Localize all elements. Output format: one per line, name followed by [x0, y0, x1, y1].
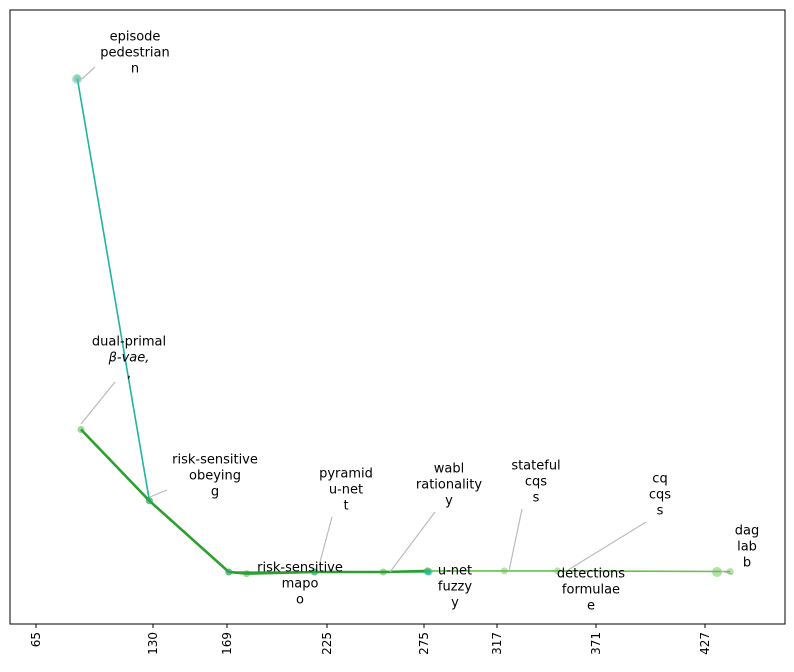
data-point: [77, 426, 85, 434]
annotation-label: risk-sensitive obeying g: [172, 453, 258, 500]
annotation-label: dual-primal β-vae,,: [92, 335, 166, 382]
annotation-leader: [567, 521, 647, 571]
annotation-label: u-net fuzzy y: [438, 564, 473, 611]
data-point: [243, 570, 251, 578]
data-point: [225, 568, 233, 576]
series-line: [76, 78, 428, 573]
x-tick-label: 130: [146, 632, 160, 655]
annotation-leader: [719, 570, 734, 575]
x-tick-label: 169: [220, 632, 234, 655]
annotation-label: cq cqs s: [649, 472, 671, 519]
annotation-label: pyramid u-net t: [319, 467, 373, 514]
annotation-label: wabl rationality y: [416, 462, 483, 509]
data-point: [145, 497, 153, 505]
annotation-leader: [80, 381, 116, 425]
x-tick-label: 225: [320, 632, 334, 655]
plot-area-frame: [9, 9, 786, 625]
data-point: [225, 568, 233, 576]
data-point: [554, 567, 561, 575]
data-point: [726, 567, 734, 575]
x-tick-label: 371: [589, 632, 603, 655]
data-point-highlight: [72, 74, 82, 84]
annotation-label: risk-sensitive mapo o: [257, 561, 343, 608]
series-layer: [76, 78, 731, 575]
x-tick-label: 427: [698, 632, 712, 655]
data-point-highlight: [425, 568, 433, 576]
x-tick-label: 317: [490, 632, 504, 655]
series-line: [427, 570, 731, 573]
marker-layer: [72, 74, 734, 578]
series-line: [80, 428, 428, 575]
data-point: [500, 567, 508, 575]
annotation-leader: [81, 66, 96, 80]
annotation-label: episode pedestrian n: [100, 30, 170, 77]
x-axis-ticks: 65 130 169 225 275 317 371 427: [29, 624, 712, 655]
x-tick-label: 275: [417, 632, 431, 655]
annotation-leader: [389, 511, 436, 573]
data-point: [145, 497, 153, 505]
data-point: [311, 568, 318, 576]
annotation-leader: [319, 516, 333, 563]
annotation-leader: [149, 489, 168, 498]
data-point-highlight: [712, 567, 722, 577]
x-tick-label: 65: [29, 632, 43, 647]
annotation-label: dag lab b: [735, 524, 759, 571]
annotation-label: detections formulae e: [557, 567, 625, 614]
annotation-leader: [508, 508, 523, 572]
annotation-label: stateful cqs s: [511, 459, 560, 506]
data-point: [311, 568, 318, 576]
annotation-layer: episode pedestrian n dual-primal β-vae, , risk…: [92, 30, 759, 614]
data-point: [379, 568, 387, 576]
leader-layer: [80, 66, 734, 575]
